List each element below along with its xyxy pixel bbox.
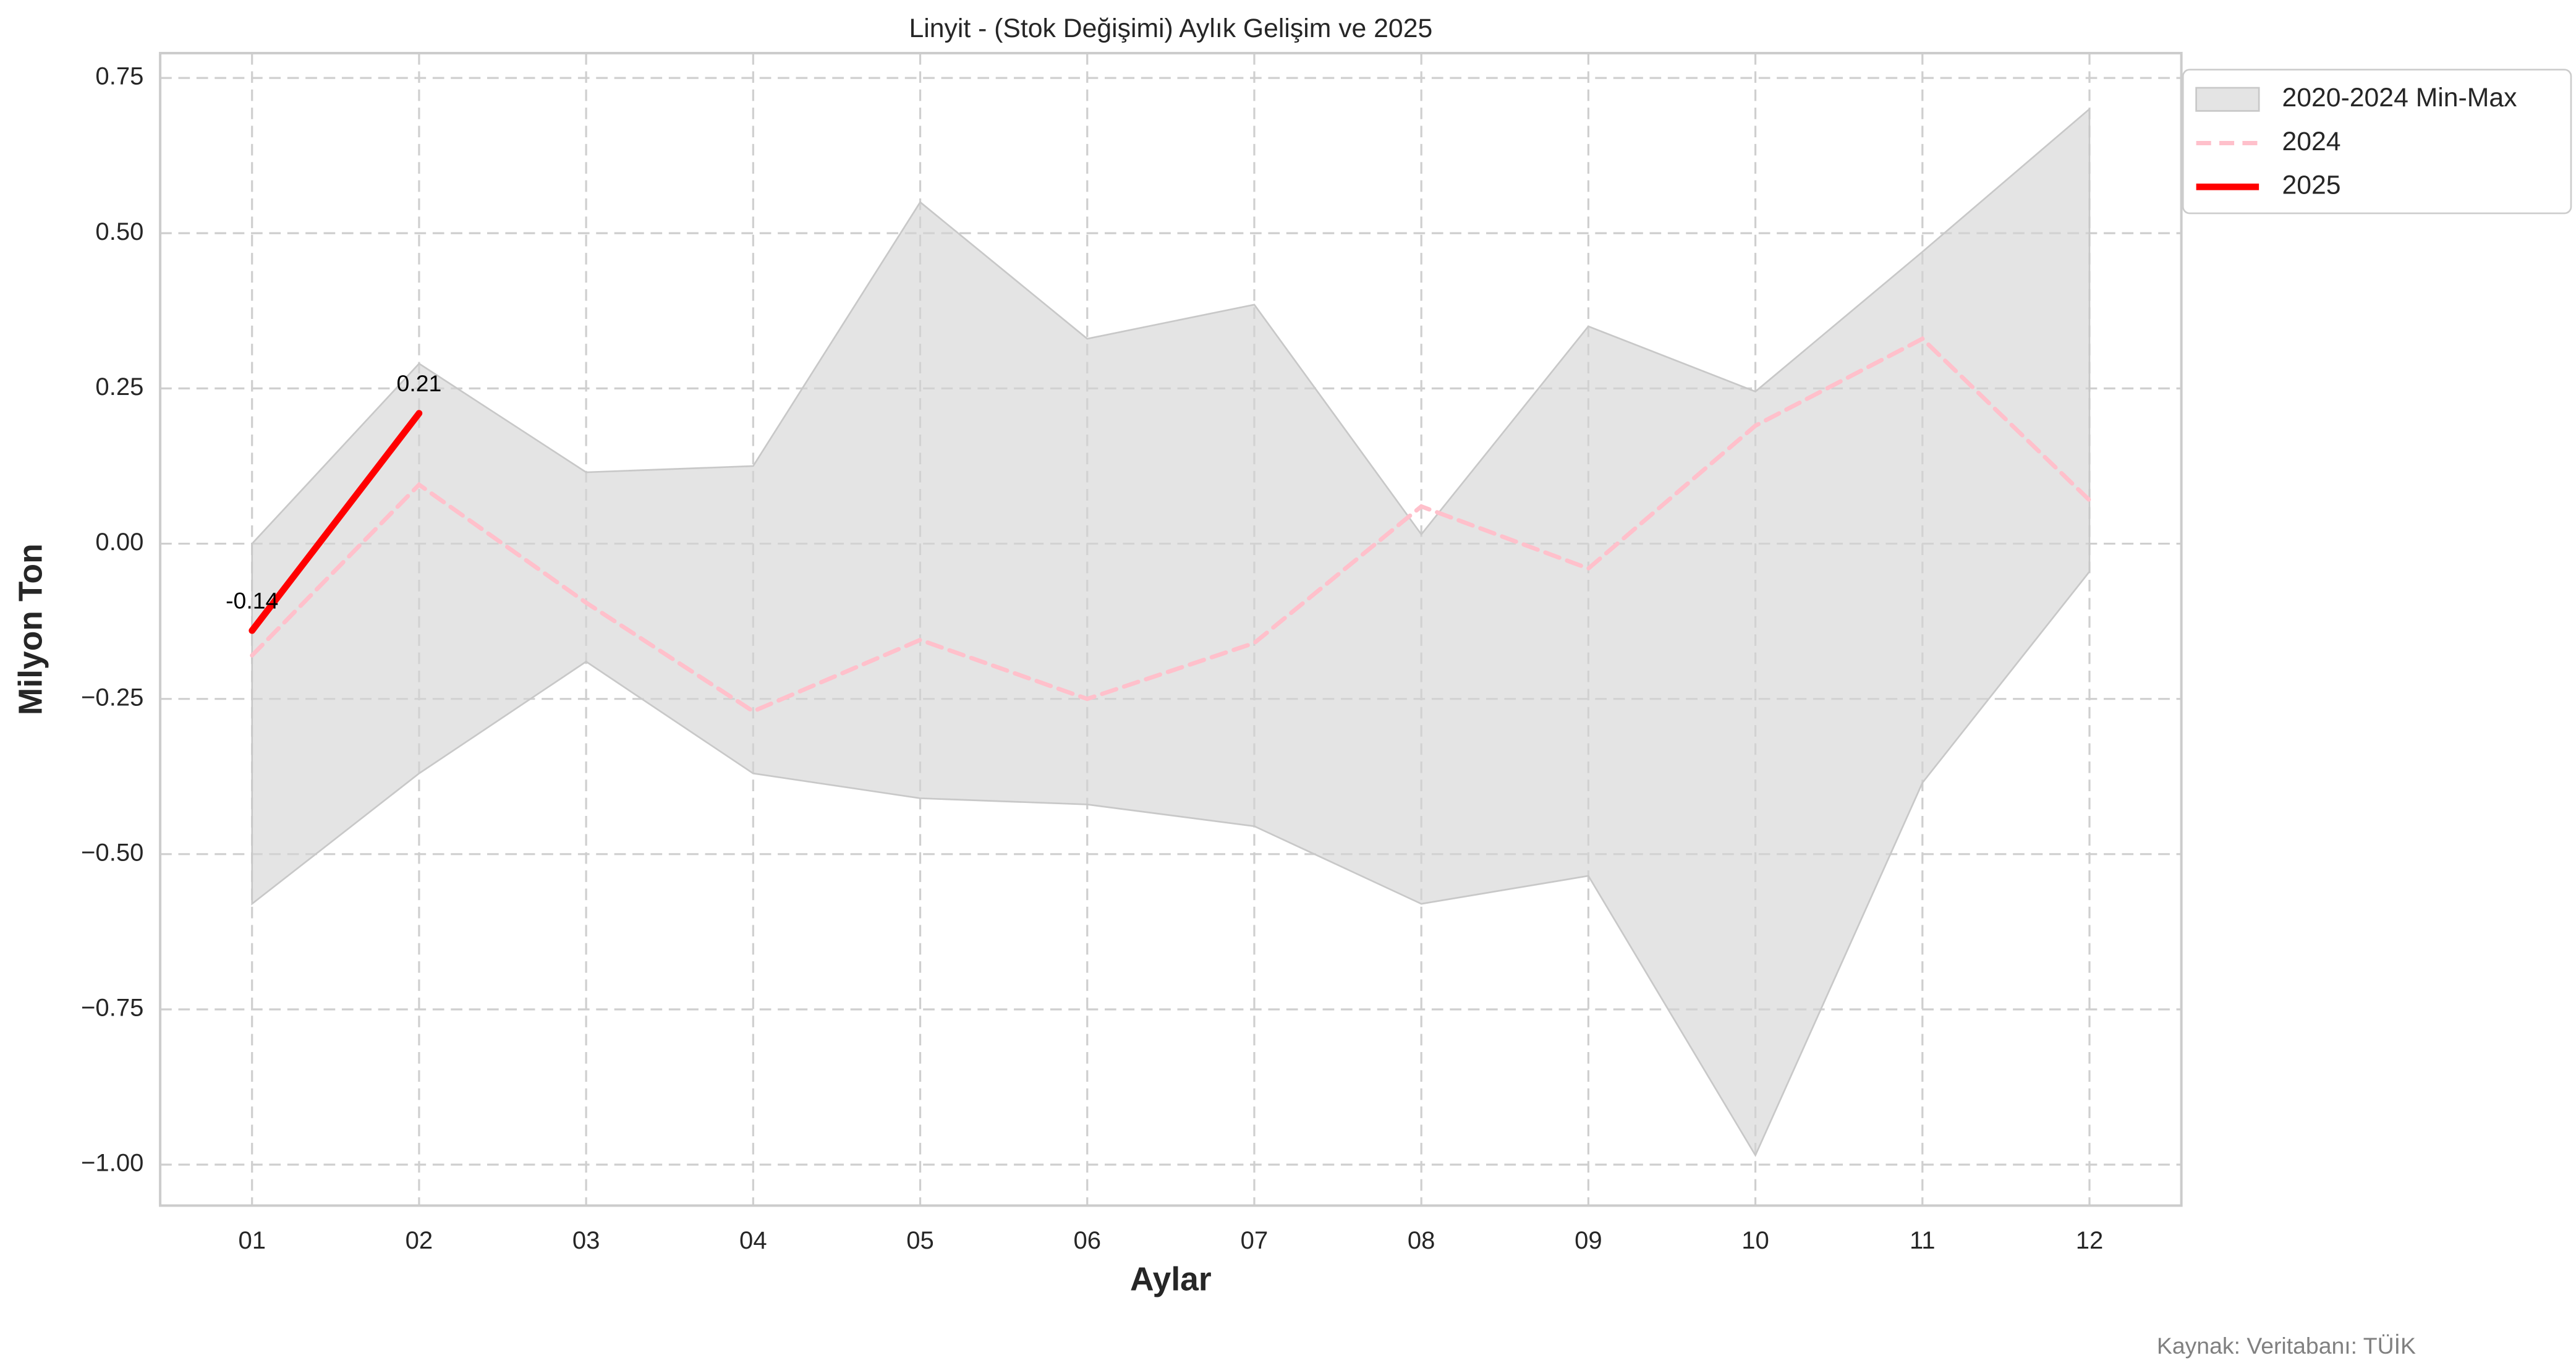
y-tick-label: 0.50: [95, 218, 143, 245]
x-tick-label: 04: [739, 1227, 767, 1254]
legend-text: 2025: [2282, 171, 2341, 200]
x-tick-label: 07: [1241, 1227, 1269, 1254]
x-tick-label: 06: [1073, 1227, 1101, 1254]
y-tick-label: 0.00: [95, 528, 143, 556]
y-tick-label: −1.00: [81, 1150, 143, 1177]
x-tick-label: 11: [1910, 1227, 1936, 1254]
min-max-band: [251, 107, 2091, 1157]
y-tick-label: −0.75: [81, 995, 143, 1022]
x-tick-label: 01: [238, 1227, 266, 1254]
x-tick-label: 05: [906, 1227, 934, 1254]
legend-box: [2182, 69, 2572, 214]
x-tick-label: 02: [406, 1227, 433, 1254]
x-tick-label: 09: [1575, 1227, 1602, 1254]
y-tick-label: −0.25: [81, 684, 143, 711]
legend-text: 2024: [2282, 127, 2341, 156]
data-label: -0.14: [226, 588, 278, 614]
y-tick-label: 0.75: [95, 63, 143, 90]
x-tick-label: 10: [1741, 1227, 1769, 1254]
y-tick-label: −0.50: [81, 839, 143, 866]
line-2025: [249, 410, 423, 634]
legend-text: 2020-2024 Min-Max: [2282, 83, 2517, 112]
plot-frame: [159, 51, 2183, 1207]
y-axis-label: Milyon Ton: [13, 543, 49, 715]
chart-title: Linyit - (Stok Değişimi) Aylık Gelişim v…: [909, 14, 1432, 43]
x-tick-label: 12: [2076, 1227, 2104, 1254]
data-label: 0.21: [397, 370, 442, 396]
legend-swatch: [2195, 87, 2260, 112]
x-tick-label: 08: [1408, 1227, 1435, 1254]
y-tick-label: 0.25: [95, 373, 143, 401]
source-note: Kaynak: Veritabanı: TÜİK: [2157, 1333, 2416, 1359]
legend: 2020-2024 Min-Max 2024 2025: [2182, 69, 2572, 214]
x-tick-label: 03: [572, 1227, 600, 1254]
x-axis-label: Aylar: [1130, 1261, 1212, 1297]
line-2024: [250, 336, 2092, 714]
